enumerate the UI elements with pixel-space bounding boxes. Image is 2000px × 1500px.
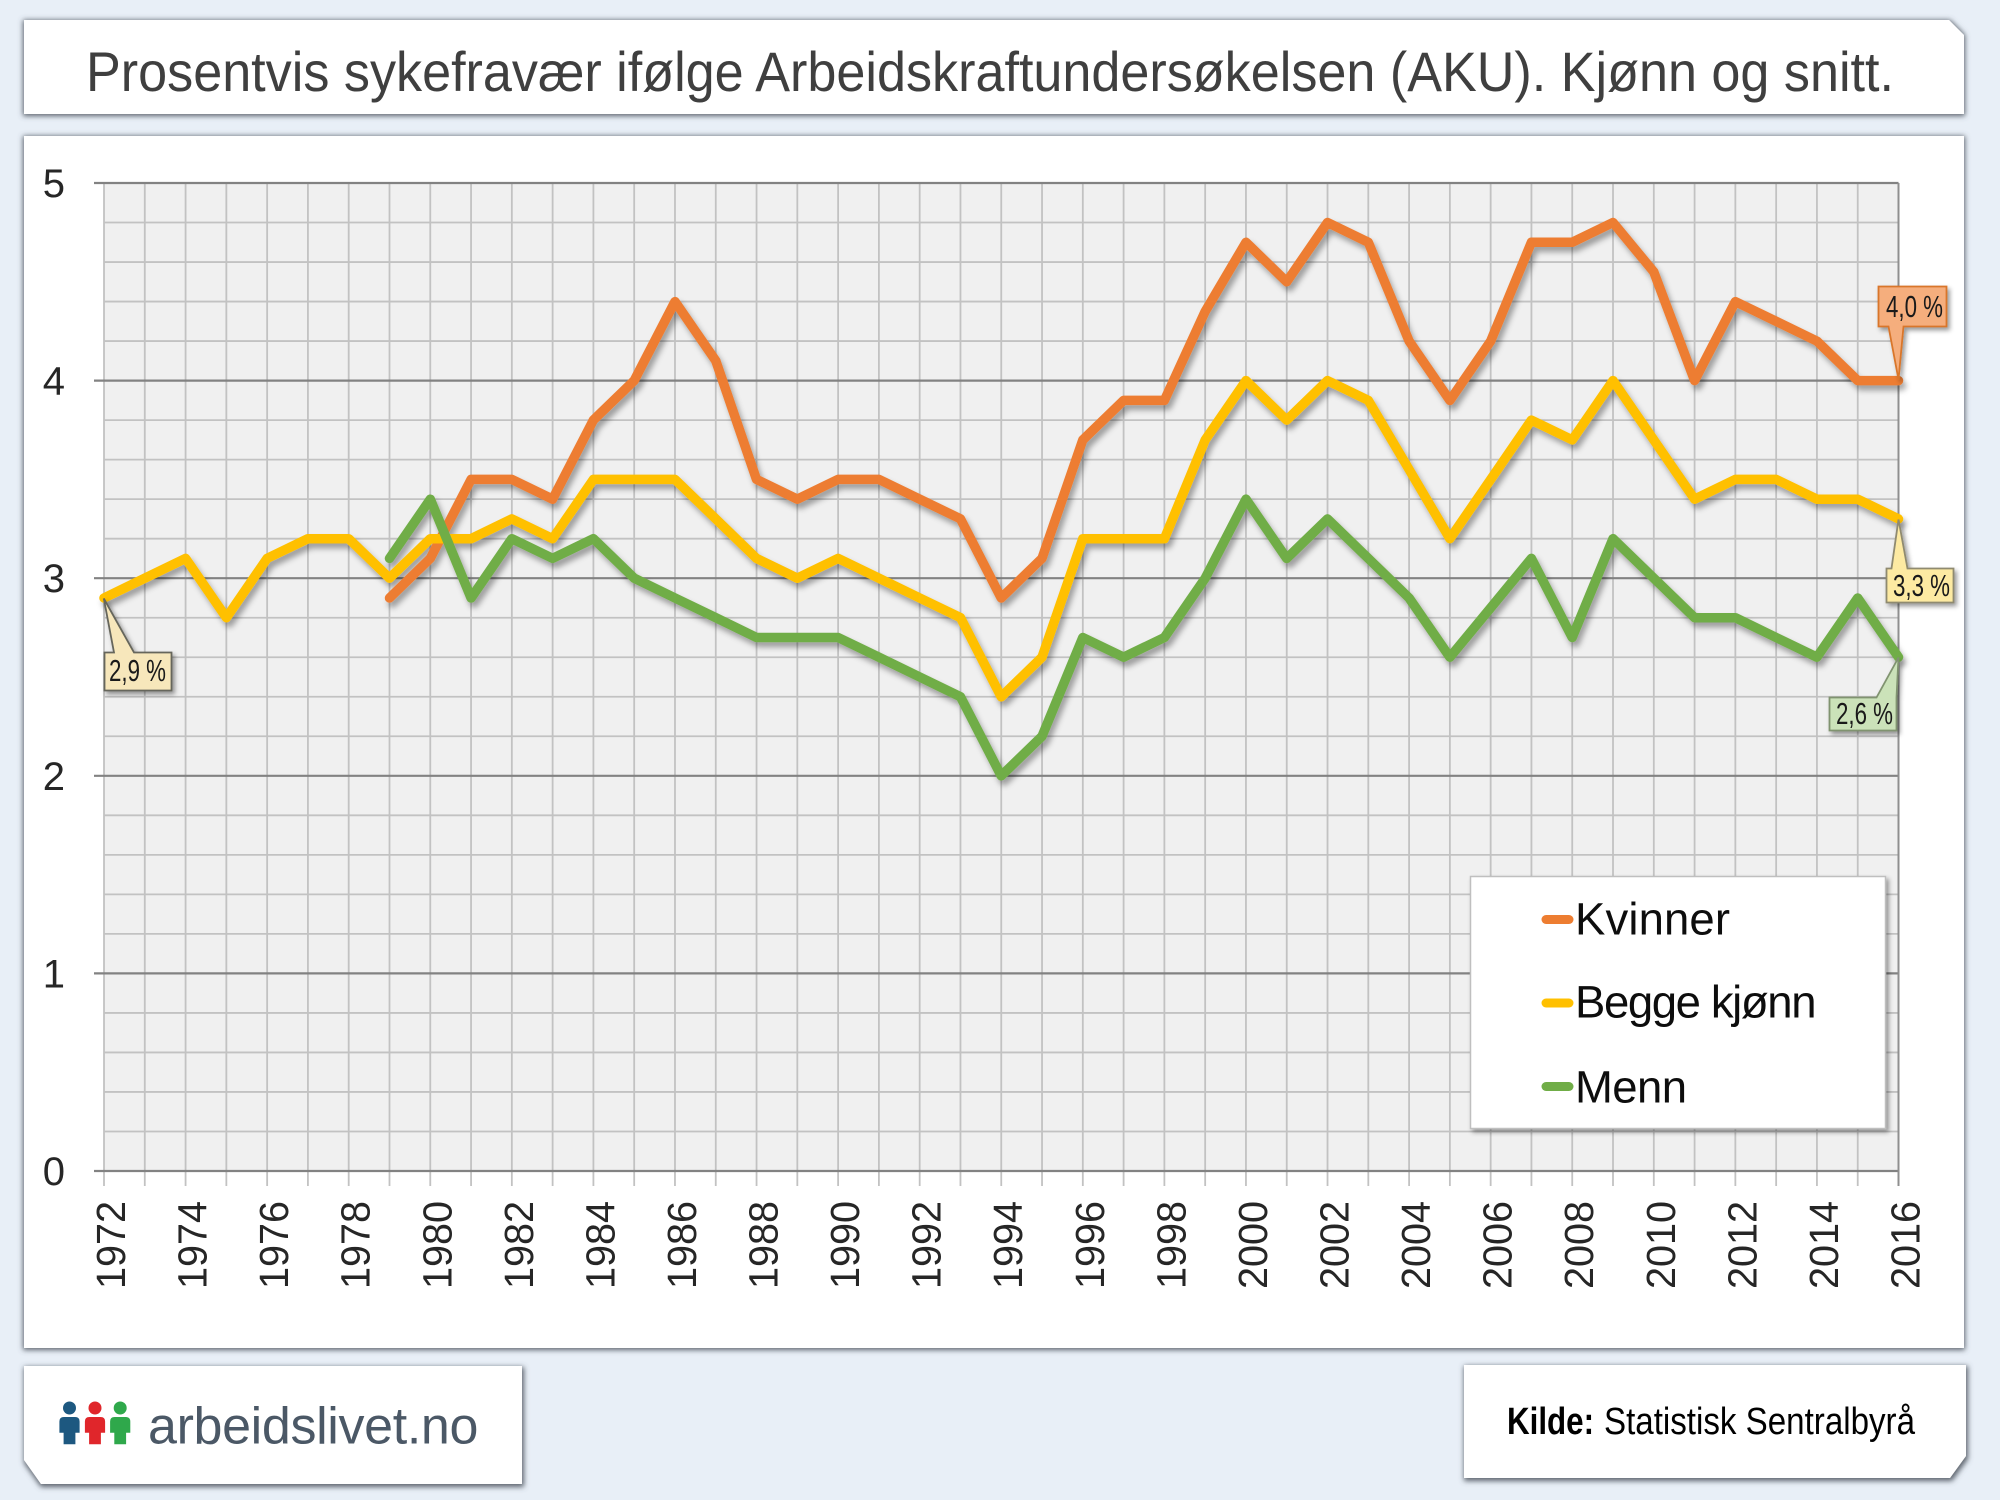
svg-text:1984: 1984 [577,1201,623,1289]
svg-text:3: 3 [43,557,65,601]
svg-text:1976: 1976 [251,1201,297,1289]
svg-text:arbeidslivet.no: arbeidslivet.no [148,1398,478,1456]
svg-text:2000: 2000 [1230,1201,1276,1289]
svg-text:Menn: Menn [1575,1062,1687,1113]
svg-text:4,0 %: 4,0 % [1886,289,1943,324]
svg-text:5: 5 [43,162,65,206]
svg-text:1980: 1980 [414,1201,460,1289]
svg-text:1992: 1992 [904,1201,950,1289]
svg-text:2006: 2006 [1475,1201,1521,1289]
svg-text:2002: 2002 [1312,1201,1358,1289]
svg-text:1982: 1982 [496,1201,542,1289]
svg-text:1994: 1994 [985,1201,1031,1289]
svg-text:3,3 %: 3,3 % [1893,568,1950,603]
svg-text:1998: 1998 [1148,1201,1194,1289]
svg-text:1978: 1978 [333,1201,379,1289]
svg-text:1990: 1990 [822,1201,868,1289]
svg-text:2: 2 [43,755,65,799]
svg-text:4: 4 [43,360,65,404]
svg-text:Kvinner: Kvinner [1575,894,1730,945]
svg-text:1988: 1988 [741,1201,787,1289]
svg-text:2004: 2004 [1393,1201,1439,1289]
svg-text:1986: 1986 [659,1201,705,1289]
svg-text:1972: 1972 [88,1201,134,1289]
svg-text:2,9 %: 2,9 % [109,653,166,688]
svg-text:2014: 2014 [1801,1201,1847,1289]
svg-text:1: 1 [43,952,65,996]
svg-text:0: 0 [43,1150,65,1194]
svg-text:Begge kjønn: Begge kjønn [1575,977,1817,1028]
svg-text:2008: 2008 [1556,1201,1602,1289]
svg-text:2016: 2016 [1883,1201,1929,1289]
svg-text:1996: 1996 [1067,1201,1113,1289]
svg-text:Kilde:: Kilde: [1507,1401,1594,1443]
svg-text:Prosentvis sykefravær ifølge A: Prosentvis sykefravær ifølge Arbeidskraf… [86,40,1894,103]
svg-text:2012: 2012 [1719,1201,1765,1289]
svg-text:1974: 1974 [170,1201,216,1289]
svg-text:2,6 %: 2,6 % [1836,696,1893,731]
svg-text:2010: 2010 [1638,1201,1684,1289]
svg-text:Statistisk Sentralbyrå: Statistisk Sentralbyrå [1604,1401,1916,1443]
